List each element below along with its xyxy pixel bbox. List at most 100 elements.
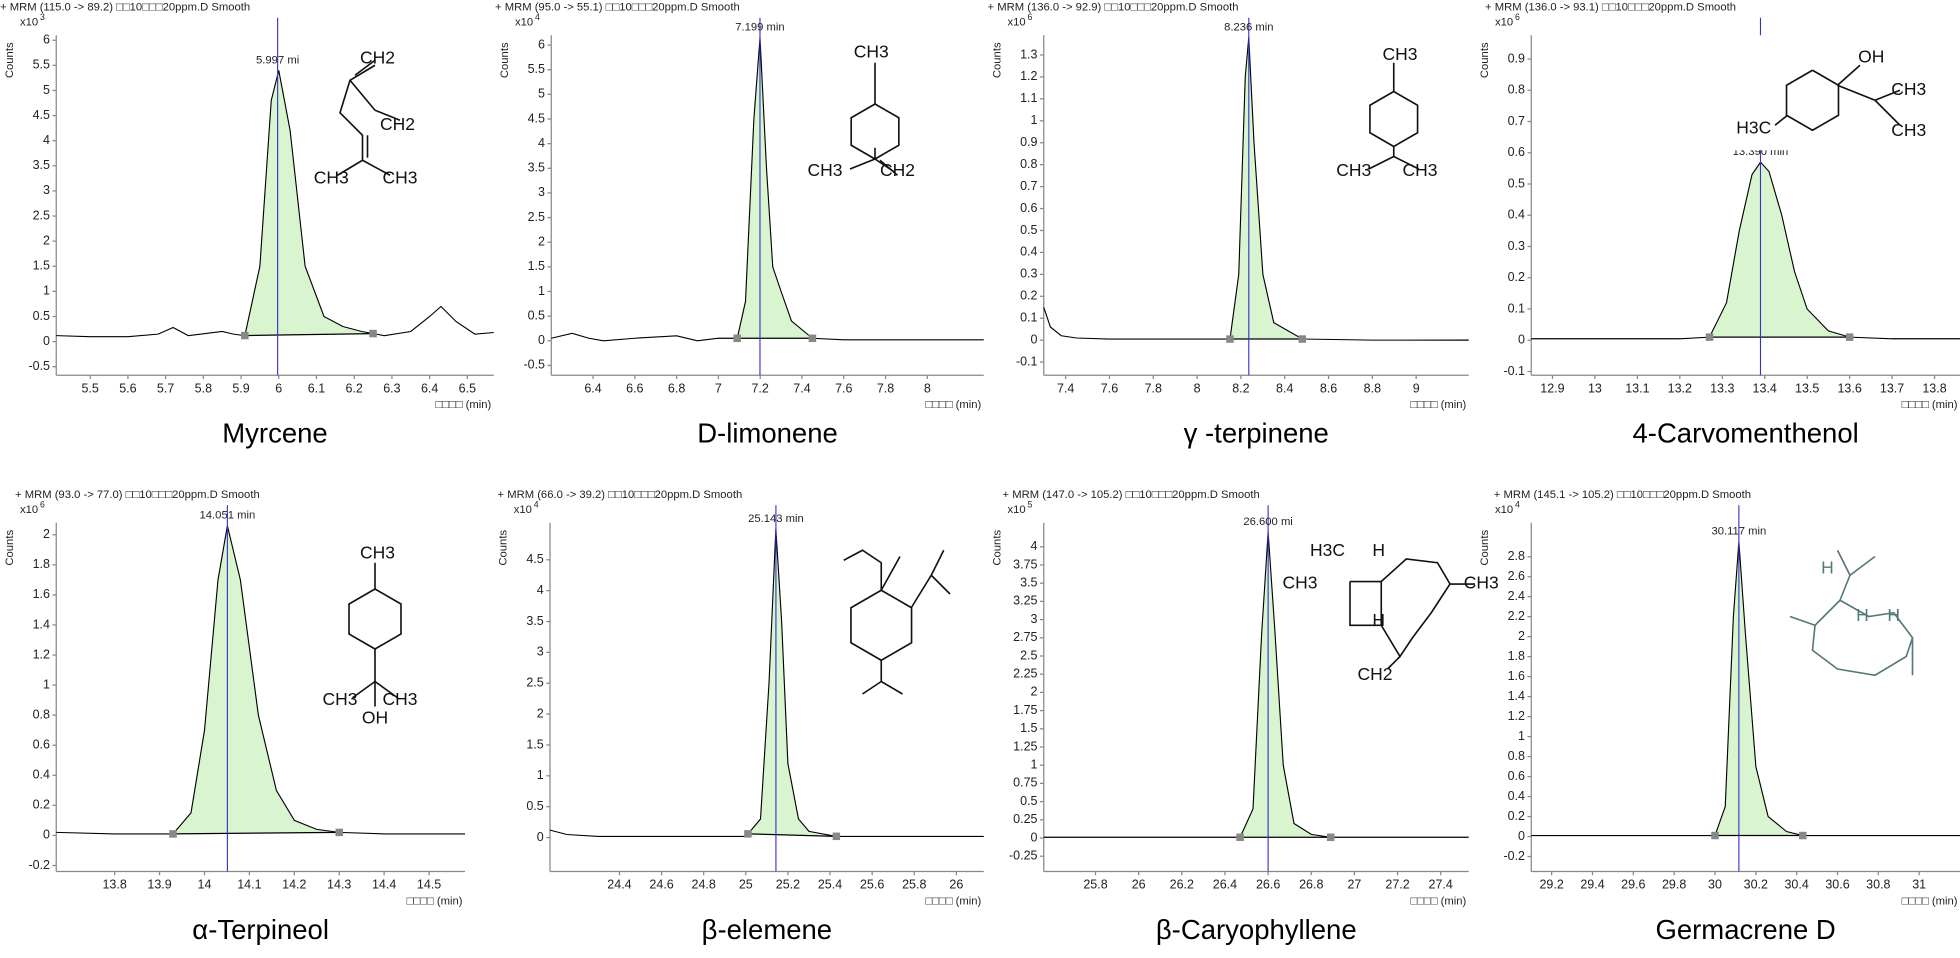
y-multiplier: x10: [514, 504, 532, 516]
x-tick-label: 13.4: [1753, 381, 1777, 395]
bond: [349, 79, 401, 122]
x-tick-label: 13.8: [102, 878, 126, 892]
y-tick-label: 0.2: [1508, 809, 1525, 823]
y-axis-label: Counts: [4, 530, 16, 566]
y-tick-label: 0.5: [33, 309, 50, 323]
y-tick-label: 5.5: [528, 62, 545, 76]
y-tick-label: 2.5: [526, 676, 543, 690]
integration-start: [744, 830, 752, 838]
y-tick-label: 0.5: [528, 308, 545, 322]
panel: + MRM (145.1 -> 105.2) □□10□□□20ppm.D Sm…: [1479, 489, 1960, 945]
x-tick-label: 5.5: [81, 381, 98, 395]
x-tick-label: 13.2: [1668, 381, 1692, 395]
x-tick-label: 6.1: [308, 381, 325, 395]
y-tick-label: 0.6: [33, 738, 50, 752]
y-tick-label: 1.3: [1020, 47, 1037, 61]
y-tick-label: 5.5: [33, 58, 50, 72]
x-tick-label: 7.4: [1057, 381, 1074, 395]
chromatogram: [551, 37, 984, 342]
x-tick-label: 5.9: [232, 381, 249, 395]
x-tick-label: 24.6: [649, 878, 673, 892]
peak-area: [1240, 532, 1331, 838]
y-tick-label: -0.1: [1503, 364, 1525, 378]
structure-label: CH3: [854, 41, 889, 61]
x-tick-label: 29.6: [1621, 878, 1645, 892]
x-tick-label: 14.5: [417, 878, 441, 892]
y-tick-label: -0.1: [1016, 354, 1038, 368]
y-tick-label: -0.5: [28, 359, 50, 373]
y-tick-label: 0.7: [1020, 179, 1037, 193]
y-tick-label: 1.25: [1013, 739, 1037, 753]
y-tick-label: 3: [1031, 612, 1038, 626]
x-tick-label: 8: [924, 381, 931, 395]
y-exponent: 6: [1028, 12, 1033, 22]
y-tick-label: 0.8: [1508, 749, 1525, 763]
y-tick-label: 2: [43, 233, 50, 247]
y-tick-label: 1.2: [33, 647, 50, 661]
y-tick-label: 0: [538, 333, 545, 347]
x-tick-label: 6.4: [421, 381, 438, 395]
y-tick-label: 2.75: [1013, 630, 1037, 644]
bond: [1874, 99, 1901, 126]
integration-end: [832, 832, 841, 841]
y-axis-label: Counts: [4, 42, 16, 78]
y-tick-label: 1.5: [33, 259, 50, 273]
bond: [1811, 574, 1914, 677]
y-exponent: 3: [40, 12, 45, 22]
panel-header: + MRM (136.0 -> 92.9) □□10□□□20ppm.D Smo…: [988, 2, 1239, 14]
y-tick-label: 3.5: [526, 614, 543, 628]
bond: [1789, 615, 1816, 627]
peak-label: 26.600 mi: [1243, 516, 1292, 528]
peak-area: [737, 37, 813, 339]
y-axis-label: Counts: [499, 42, 511, 78]
y-tick-label: 4: [1031, 539, 1038, 553]
y-tick-label: 0.7: [1508, 114, 1525, 128]
y-multiplier: x10: [1495, 17, 1513, 29]
integration-start: [1711, 831, 1719, 840]
y-tick-label: 0.9: [1020, 135, 1037, 149]
compound-name: Myrcene: [222, 418, 327, 449]
y-tick-label: 3: [538, 185, 545, 199]
panel-header: + MRM (147.0 -> 105.2) □□10□□□20ppm.D Sm…: [1003, 489, 1260, 501]
peak-label: 8.236 min: [1224, 21, 1273, 33]
structure-label: CH2: [360, 48, 395, 68]
compound-name: 4-Carvomenthenol: [1633, 418, 1859, 449]
x-tick-label: 26: [949, 878, 963, 892]
x-tick-label: 26.2: [1170, 878, 1194, 892]
x-tick-label: 6.6: [626, 381, 643, 395]
y-exponent: 4: [534, 500, 539, 510]
structure-label: CH3: [1464, 573, 1499, 593]
y-tick-label: 1.75: [1013, 703, 1037, 717]
bond: [930, 574, 951, 595]
x-tick-label: 5.6: [119, 381, 136, 395]
bond: [1837, 84, 1876, 102]
y-tick-label: 4.5: [526, 552, 543, 566]
structure-bg: [1731, 35, 1919, 151]
x-tick-label: 6.8: [668, 381, 685, 395]
y-tick-label: 2: [1518, 629, 1525, 643]
y-tick-label: 1.2: [1020, 69, 1037, 83]
x-tick-label: 9: [1413, 381, 1420, 395]
bond: [362, 159, 391, 176]
y-tick-label: -0.25: [1009, 849, 1038, 863]
x-tick-label: 8: [1194, 381, 1201, 395]
bond: [1386, 655, 1401, 670]
x-tick-label: 27.4: [1429, 878, 1453, 892]
x-tick-label: 24.4: [607, 878, 631, 892]
x-tick-label: 6: [275, 381, 282, 395]
structure-label: OH: [1858, 46, 1884, 66]
x-tick-label: 13.7: [1880, 381, 1904, 395]
y-tick-label: 0.8: [1020, 157, 1037, 171]
y-tick-label: 0.4: [33, 768, 50, 782]
y-tick-label: 3.75: [1013, 557, 1037, 571]
x-tick-label: 7.8: [1145, 381, 1162, 395]
x-tick-label: 26.6: [1256, 878, 1280, 892]
integration-start: [169, 830, 177, 838]
panel-header: + MRM (93.0 -> 77.0) □□10□□□20ppm.D Smoo…: [15, 489, 260, 501]
y-tick-label: 0: [1518, 829, 1525, 843]
bond: [1836, 64, 1861, 86]
integration-end: [1845, 333, 1854, 341]
bond: [843, 549, 883, 591]
bond: [850, 589, 913, 662]
y-tick-label: 1: [43, 284, 50, 298]
